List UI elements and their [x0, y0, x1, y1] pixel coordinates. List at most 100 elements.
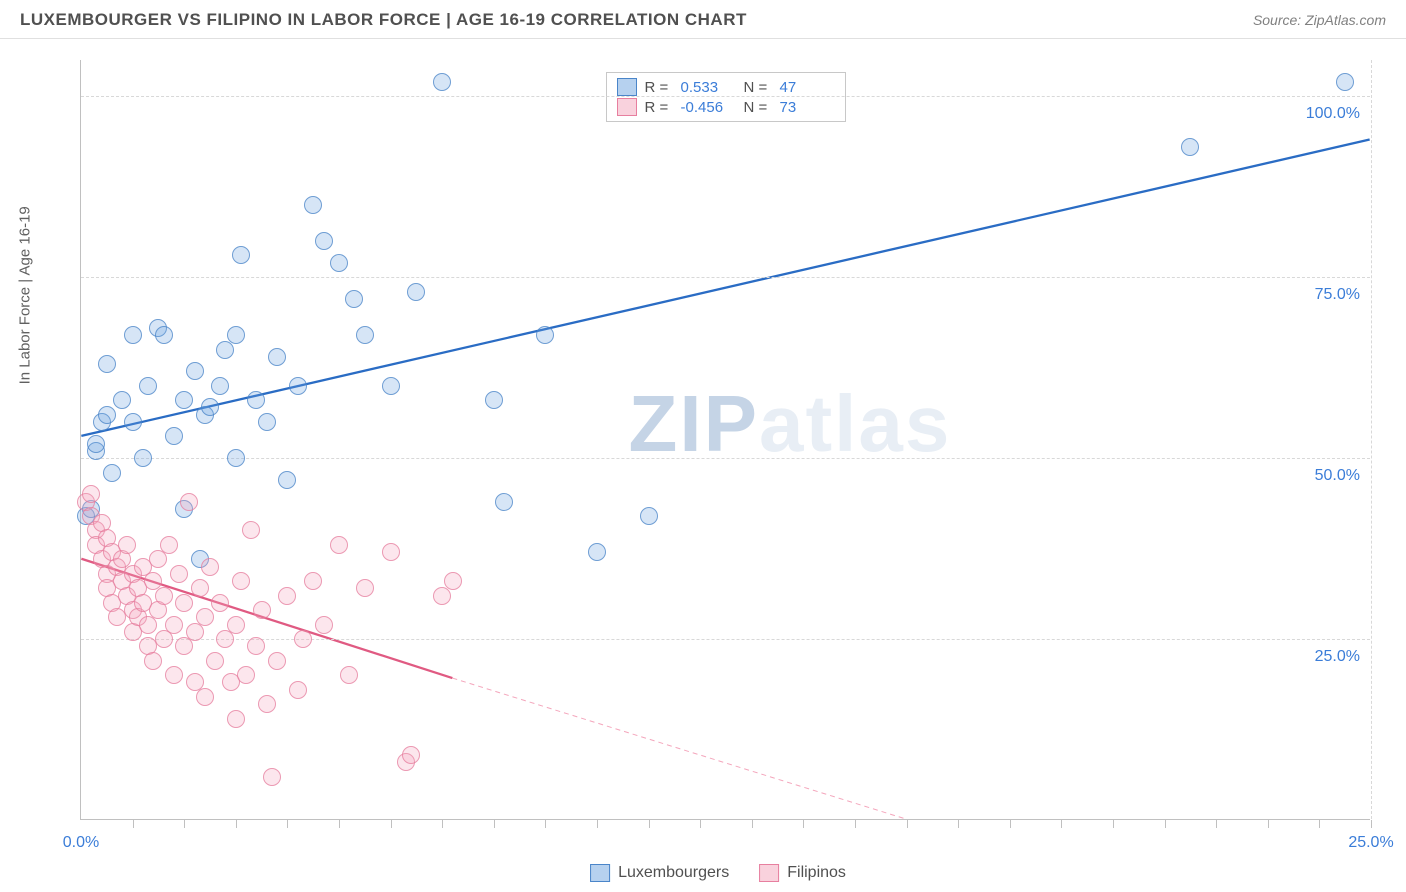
- legend-stats-row-1: R = 0.533 N = 47: [617, 77, 835, 97]
- data-point: [278, 587, 296, 605]
- xtick-mark: [287, 820, 288, 828]
- legend-item-filipinos: Filipinos: [759, 864, 846, 882]
- xtick-mark: [133, 820, 134, 828]
- chart-container: In Labor Force | Age 16-19 ZIPatlas R = …: [50, 50, 1386, 880]
- data-point: [536, 326, 554, 344]
- data-point: [196, 688, 214, 706]
- data-point: [180, 493, 198, 511]
- data-point: [227, 326, 245, 344]
- data-point: [340, 666, 358, 684]
- data-point: [382, 543, 400, 561]
- data-point: [165, 616, 183, 634]
- xtick-label: 25.0%: [1348, 834, 1393, 852]
- data-point: [165, 666, 183, 684]
- data-point: [315, 232, 333, 250]
- xtick-mark: [803, 820, 804, 828]
- data-point: [227, 449, 245, 467]
- xtick-mark: [1010, 820, 1011, 828]
- data-point: [356, 326, 374, 344]
- xtick-mark: [597, 820, 598, 828]
- ytick-label: 100.0%: [1306, 105, 1360, 123]
- data-point: [201, 558, 219, 576]
- data-point: [640, 507, 658, 525]
- data-point: [253, 601, 271, 619]
- data-point: [124, 326, 142, 344]
- data-point: [175, 391, 193, 409]
- data-point: [289, 377, 307, 395]
- xtick-mark: [1061, 820, 1062, 828]
- swatch-filipinos-b: [759, 864, 779, 882]
- legend-item-luxembourgers: Luxembourgers: [590, 864, 729, 882]
- xtick-mark: [649, 820, 650, 828]
- data-point: [175, 594, 193, 612]
- data-point: [186, 362, 204, 380]
- data-point: [134, 449, 152, 467]
- data-point: [247, 637, 265, 655]
- data-point: [382, 377, 400, 395]
- data-point: [155, 326, 173, 344]
- data-point: [87, 435, 105, 453]
- data-point: [1181, 138, 1199, 156]
- xtick-mark: [1371, 820, 1372, 828]
- xtick-mark: [752, 820, 753, 828]
- data-point: [402, 746, 420, 764]
- chart-header: LUXEMBOURGER VS FILIPINO IN LABOR FORCE …: [0, 0, 1406, 39]
- xtick-mark: [442, 820, 443, 828]
- data-point: [155, 587, 173, 605]
- ytick-label: 75.0%: [1315, 286, 1360, 304]
- data-point: [237, 666, 255, 684]
- data-point: [170, 565, 188, 583]
- data-point: [330, 254, 348, 272]
- data-point: [356, 579, 374, 597]
- gridline-h: [81, 639, 1370, 640]
- data-point: [315, 616, 333, 634]
- data-point: [165, 427, 183, 445]
- data-point: [258, 695, 276, 713]
- xtick-mark: [700, 820, 701, 828]
- data-point: [118, 536, 136, 554]
- xtick-mark: [1216, 820, 1217, 828]
- legend-series: Luxembourgers Filipinos: [590, 864, 846, 882]
- plot-area: ZIPatlas R = 0.533 N = 47 R = -0.456 N =…: [80, 60, 1370, 820]
- data-point: [268, 348, 286, 366]
- data-point: [247, 391, 265, 409]
- data-point: [124, 413, 142, 431]
- chart-source: Source: ZipAtlas.com: [1253, 12, 1386, 28]
- data-point: [289, 681, 307, 699]
- data-point: [144, 652, 162, 670]
- data-point: [304, 572, 322, 590]
- data-point: [227, 710, 245, 728]
- xtick-mark: [184, 820, 185, 828]
- xtick-mark: [958, 820, 959, 828]
- gridline-h: [81, 96, 1370, 97]
- data-point: [588, 543, 606, 561]
- data-point: [294, 630, 312, 648]
- data-point: [201, 398, 219, 416]
- data-point: [160, 536, 178, 554]
- data-point: [232, 572, 250, 590]
- gridline-h: [81, 277, 1370, 278]
- data-point: [139, 377, 157, 395]
- data-point: [345, 290, 363, 308]
- xtick-mark: [339, 820, 340, 828]
- data-point: [82, 485, 100, 503]
- ytick-label: 50.0%: [1315, 467, 1360, 485]
- xtick-mark: [1165, 820, 1166, 828]
- data-point: [103, 464, 121, 482]
- gridline-h: [81, 458, 1370, 459]
- xtick-mark: [494, 820, 495, 828]
- xtick-mark: [1113, 820, 1114, 828]
- y-axis-label: In Labor Force | Age 16-19: [17, 206, 34, 384]
- data-point: [268, 652, 286, 670]
- xtick-label: 0.0%: [63, 834, 99, 852]
- data-point: [485, 391, 503, 409]
- data-point: [495, 493, 513, 511]
- swatch-luxembourgers-b: [590, 864, 610, 882]
- data-point: [263, 768, 281, 786]
- data-point: [1336, 73, 1354, 91]
- data-point: [242, 521, 260, 539]
- data-point: [444, 572, 462, 590]
- legend-stats-row-2: R = -0.456 N = 73: [617, 97, 835, 117]
- data-point: [278, 471, 296, 489]
- data-point: [206, 652, 224, 670]
